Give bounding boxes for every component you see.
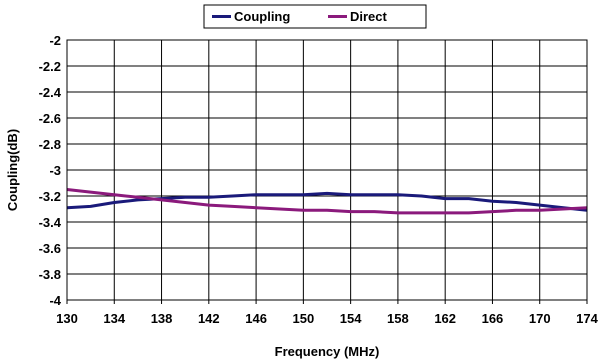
y-tick-labels: -2 -2.2 -2.4 -2.6 -2.8 -3 -3.2 -3.4 -3.6 -3.8 -4 — [39, 33, 62, 308]
x-tick-label: 170 — [529, 311, 551, 326]
y-tick-label: -3.4 — [39, 215, 62, 230]
y-tick-label: -2.2 — [39, 59, 61, 74]
x-tick-label: 154 — [340, 311, 362, 326]
y-tick-label: -3.8 — [39, 267, 61, 282]
y-tick-label: -4 — [49, 293, 61, 308]
y-axis-title: Coupling(dB) — [5, 129, 20, 211]
x-tick-label: 130 — [56, 311, 78, 326]
x-axis-title: Frequency (MHz) — [275, 344, 380, 359]
legend-box — [203, 4, 427, 29]
plot-border — [66, 39, 588, 301]
x-tick-label: 146 — [245, 311, 267, 326]
y-tick-label: -2.6 — [39, 111, 61, 126]
x-tick-label: 134 — [103, 311, 125, 326]
x-tick-label: 150 — [293, 311, 315, 326]
x-tick-label: 142 — [198, 311, 220, 326]
legend: Coupling Direct — [203, 4, 427, 29]
x-tick-label: 166 — [482, 311, 504, 326]
y-tick-label: -2.4 — [39, 85, 62, 100]
series-lines — [66, 188, 588, 215]
y-tick-label: -2 — [49, 33, 61, 48]
x-tick-label: 138 — [151, 311, 173, 326]
y-tick-label: -3.6 — [39, 241, 61, 256]
y-tick-label: -3 — [49, 163, 61, 178]
series-line-direct — [66, 188, 588, 215]
legend-label-coupling: Coupling — [234, 9, 290, 24]
y-tick-label: -3.2 — [39, 189, 61, 204]
x-tick-label: 162 — [434, 311, 456, 326]
x-tick-labels: 130 134 138 142 146 150 154 158 162 166 170 174 — [56, 311, 598, 326]
y-tick-label: -2.8 — [39, 137, 61, 152]
legend-label-direct: Direct — [350, 9, 388, 24]
x-tick-label: 158 — [387, 311, 409, 326]
x-tick-label: 174 — [576, 311, 598, 326]
